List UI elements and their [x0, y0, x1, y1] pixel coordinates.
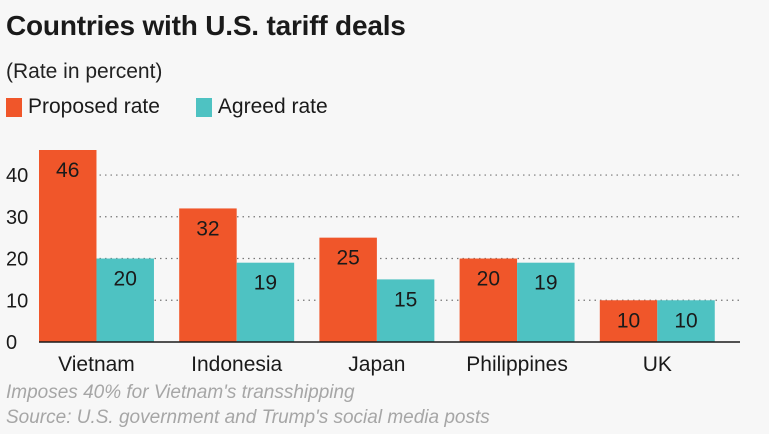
- source-note: Source: U.S. government and Trump's soci…: [6, 407, 490, 428]
- bar-agreed: [657, 300, 715, 342]
- y-tick-label: 10: [6, 290, 28, 312]
- chart-subtitle: (Rate in percent): [6, 60, 163, 83]
- bar-proposed: [599, 300, 658, 342]
- data-label: 32: [196, 217, 219, 240]
- footnote: Imposes 40% for Vietnam's transshipping: [6, 382, 355, 403]
- bar-proposed: [319, 237, 377, 342]
- data-label: 25: [336, 247, 359, 270]
- data-label: 20: [477, 268, 500, 291]
- bar-proposed: [39, 150, 97, 342]
- legend-swatch-proposed: [6, 97, 22, 117]
- x-tick-label: Vietnam: [58, 353, 135, 376]
- data-label: 10: [617, 309, 640, 332]
- legend-label-agreed: Agreed rate: [217, 95, 328, 118]
- x-tick-label: Indonesia: [191, 353, 282, 376]
- bar-proposed: [459, 258, 518, 342]
- legend-item-agreed: Agreed rate: [195, 95, 328, 119]
- data-label: 10: [674, 309, 697, 332]
- legend: Proposed rate Agreed rate: [6, 95, 364, 119]
- bar-agreed: [96, 258, 154, 342]
- bar-agreed: [517, 262, 575, 342]
- data-label: 46: [56, 159, 79, 182]
- x-tick-label: Japan: [348, 353, 405, 376]
- legend-item-proposed: Proposed rate: [6, 95, 160, 119]
- x-tick-label: UK: [643, 353, 672, 376]
- y-tick-label: 40: [6, 165, 28, 187]
- legend-swatch-agreed: [195, 97, 212, 117]
- legend-label-proposed: Proposed rate: [28, 95, 160, 118]
- data-label: 19: [254, 272, 277, 295]
- data-label: 19: [534, 272, 557, 295]
- chart-title: Countries with U.S. tariff deals: [6, 10, 406, 41]
- data-label: 15: [394, 288, 417, 311]
- y-tick-label: 0: [6, 332, 17, 354]
- y-tick-label: 20: [6, 249, 28, 271]
- y-tick-label: 30: [6, 207, 28, 229]
- data-label: 20: [114, 268, 137, 291]
- x-tick-label: Philippines: [466, 353, 568, 376]
- bar-agreed: [236, 262, 295, 342]
- bar-proposed: [179, 208, 237, 342]
- bar-agreed: [376, 279, 435, 342]
